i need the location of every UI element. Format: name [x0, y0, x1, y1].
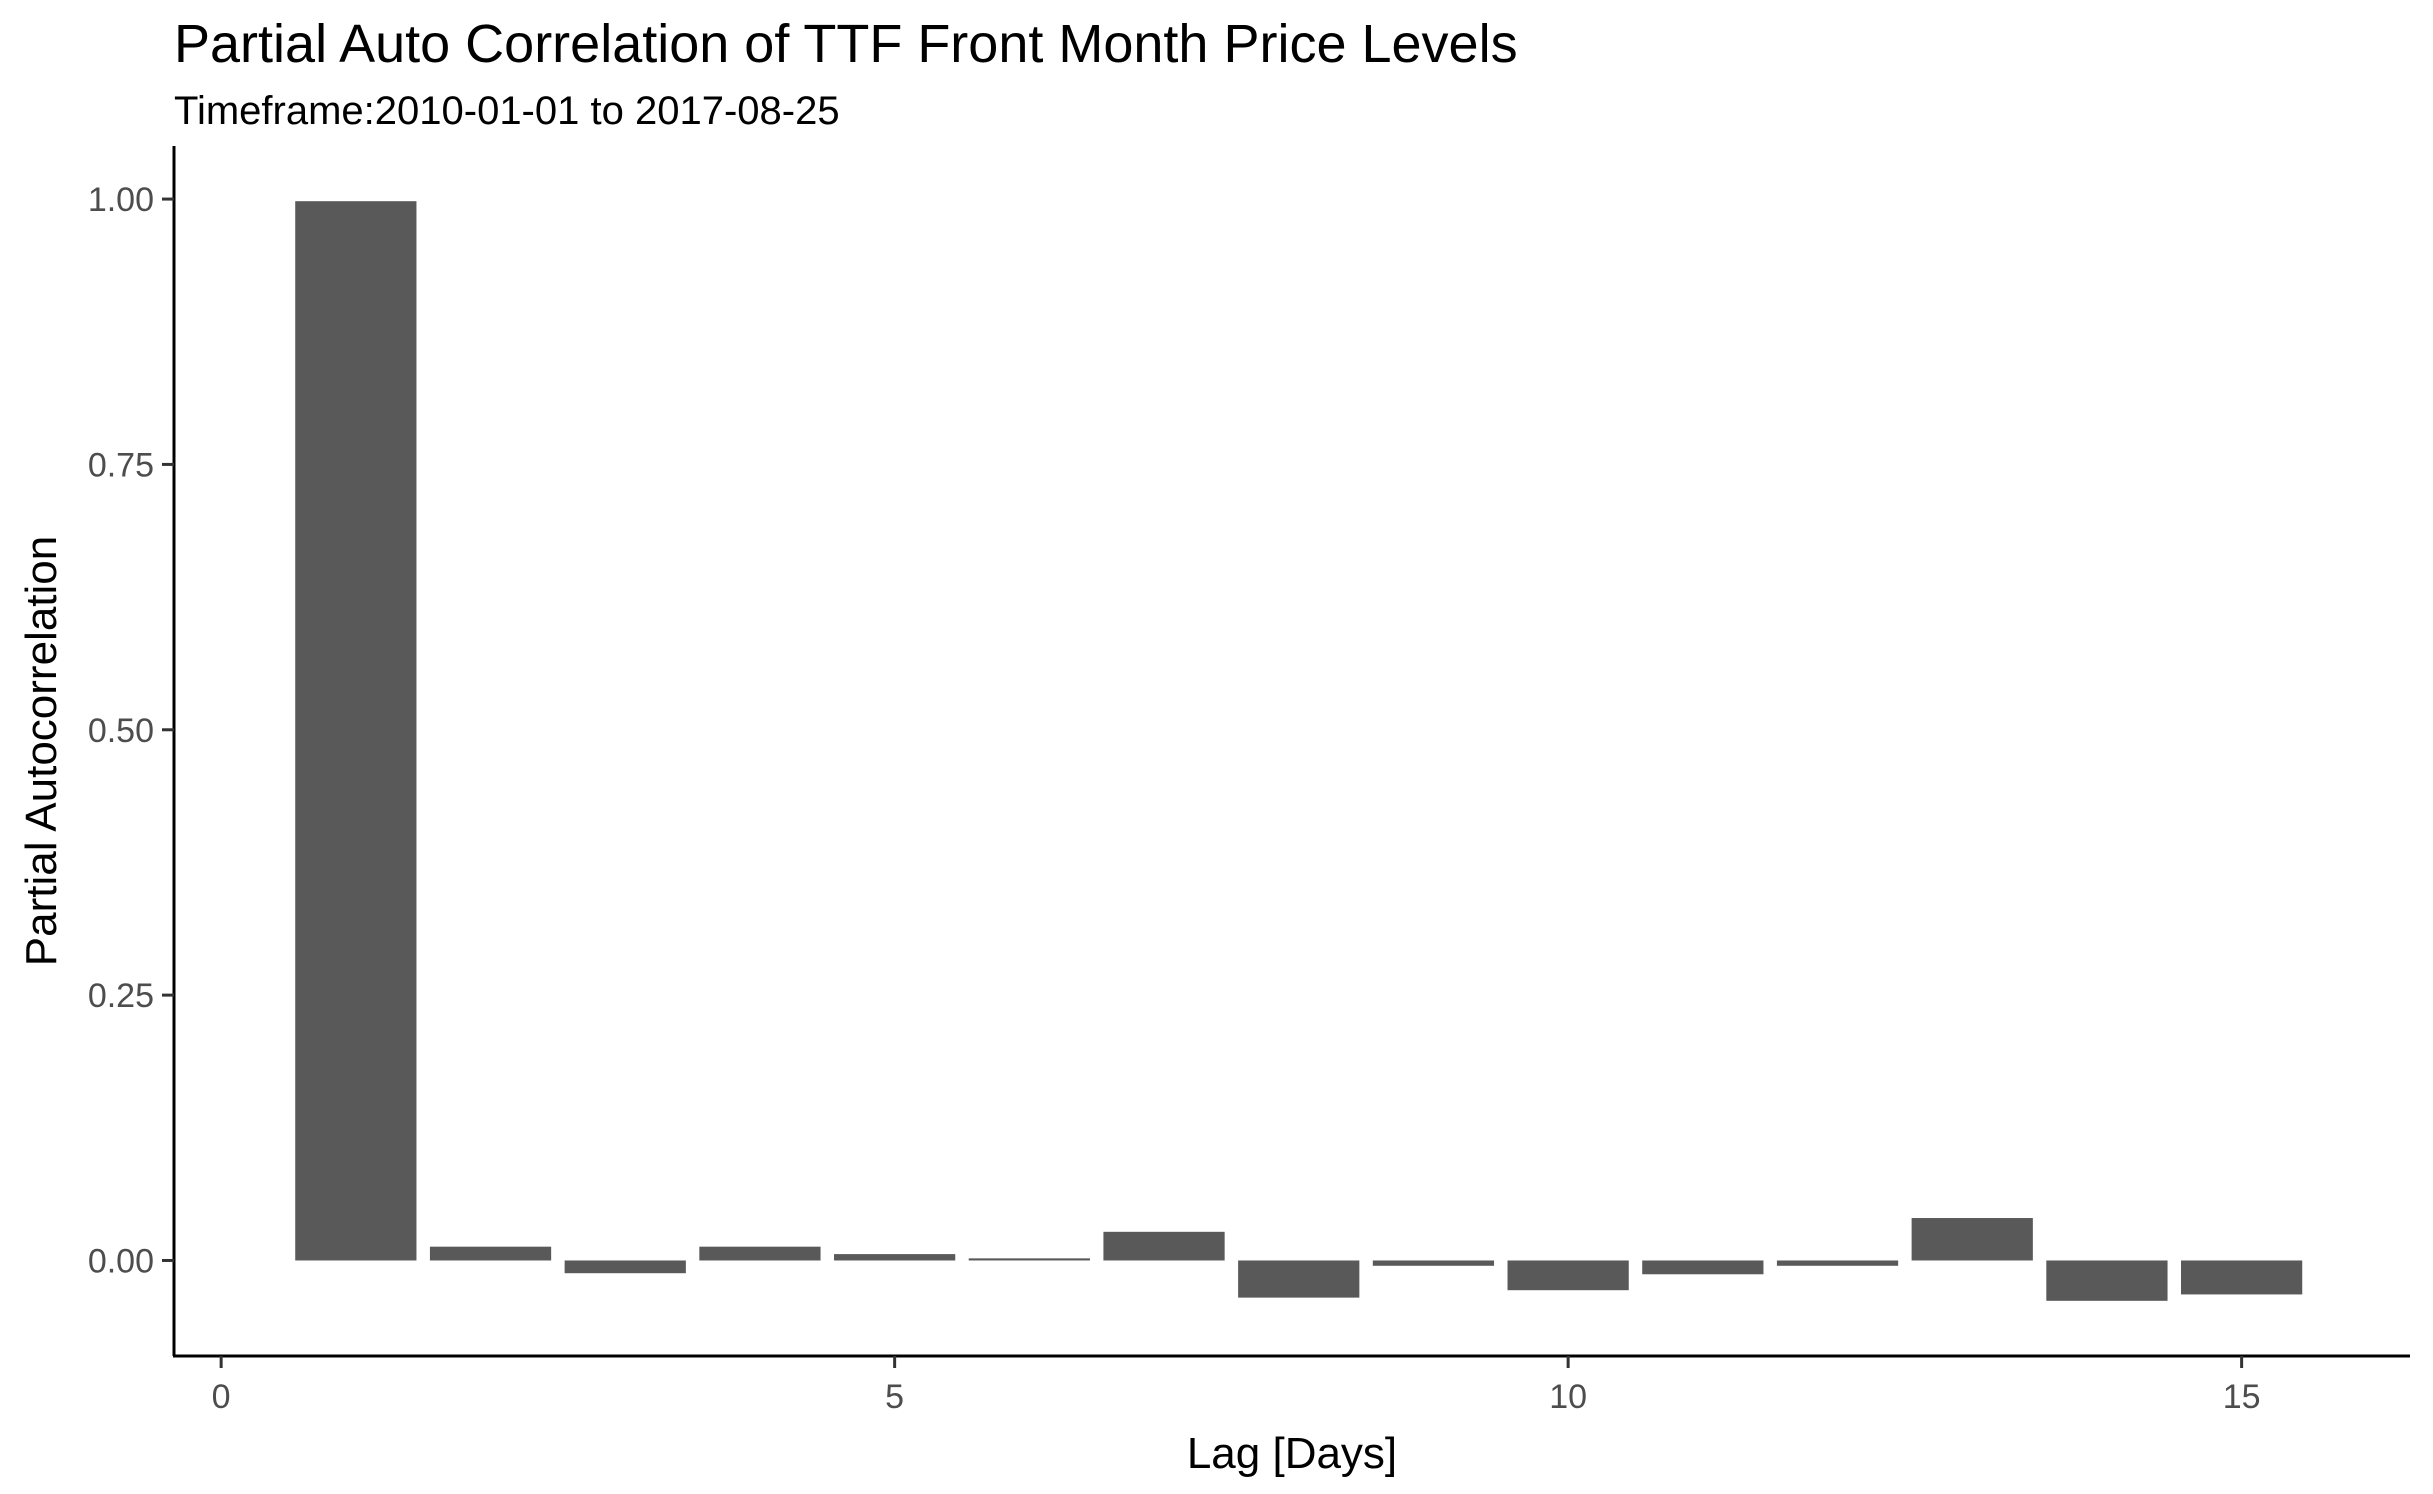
- bar-lag-1: [295, 201, 417, 1261]
- y-axis-title: Partial Autocorrelation: [17, 536, 66, 966]
- bar-lag-3: [564, 1260, 686, 1274]
- y-tick-label: 1.00: [88, 181, 154, 219]
- bar-series: [295, 201, 2303, 1301]
- y-tick-label: 0.75: [88, 446, 154, 484]
- bar-lag-2: [429, 1246, 552, 1261]
- x-tick-label: 10: [1549, 1378, 1587, 1416]
- x-axis-title: Lag [Days]: [1187, 1429, 1397, 1478]
- y-tick-label: 0.50: [88, 712, 154, 750]
- bar-lag-13: [1911, 1218, 2033, 1261]
- x-tick-label: 5: [885, 1378, 904, 1416]
- bar-lag-4: [699, 1246, 821, 1261]
- chart-title: Partial Auto Correlation of TTF Front Mo…: [174, 14, 1518, 74]
- x-axis-ticks: 0 5 10 15: [212, 1356, 2261, 1416]
- bar-lag-12: [1776, 1260, 1899, 1266]
- bar-lag-15: [2181, 1260, 2303, 1295]
- bar-lag-6: [968, 1258, 1090, 1261]
- y-axis-ticks: 0.00 0.25 0.50 0.75 1.00: [88, 181, 174, 1280]
- y-tick-label: 0.00: [88, 1242, 154, 1280]
- bar-lag-9: [1372, 1260, 1495, 1266]
- x-tick-label: 0: [212, 1378, 231, 1416]
- chart-subtitle: Timeframe:2010-01-01 to 2017-08-25: [174, 89, 840, 133]
- bar-lag-7: [1103, 1231, 1225, 1261]
- bar-lag-10: [1507, 1260, 1629, 1291]
- bar-lag-11: [1642, 1260, 1764, 1275]
- x-tick-label: 15: [2223, 1378, 2261, 1416]
- bar-lag-8: [1238, 1260, 1360, 1298]
- bar-lag-14: [2046, 1260, 2168, 1301]
- y-tick-label: 0.25: [88, 977, 154, 1015]
- bar-lag-5: [834, 1254, 956, 1261]
